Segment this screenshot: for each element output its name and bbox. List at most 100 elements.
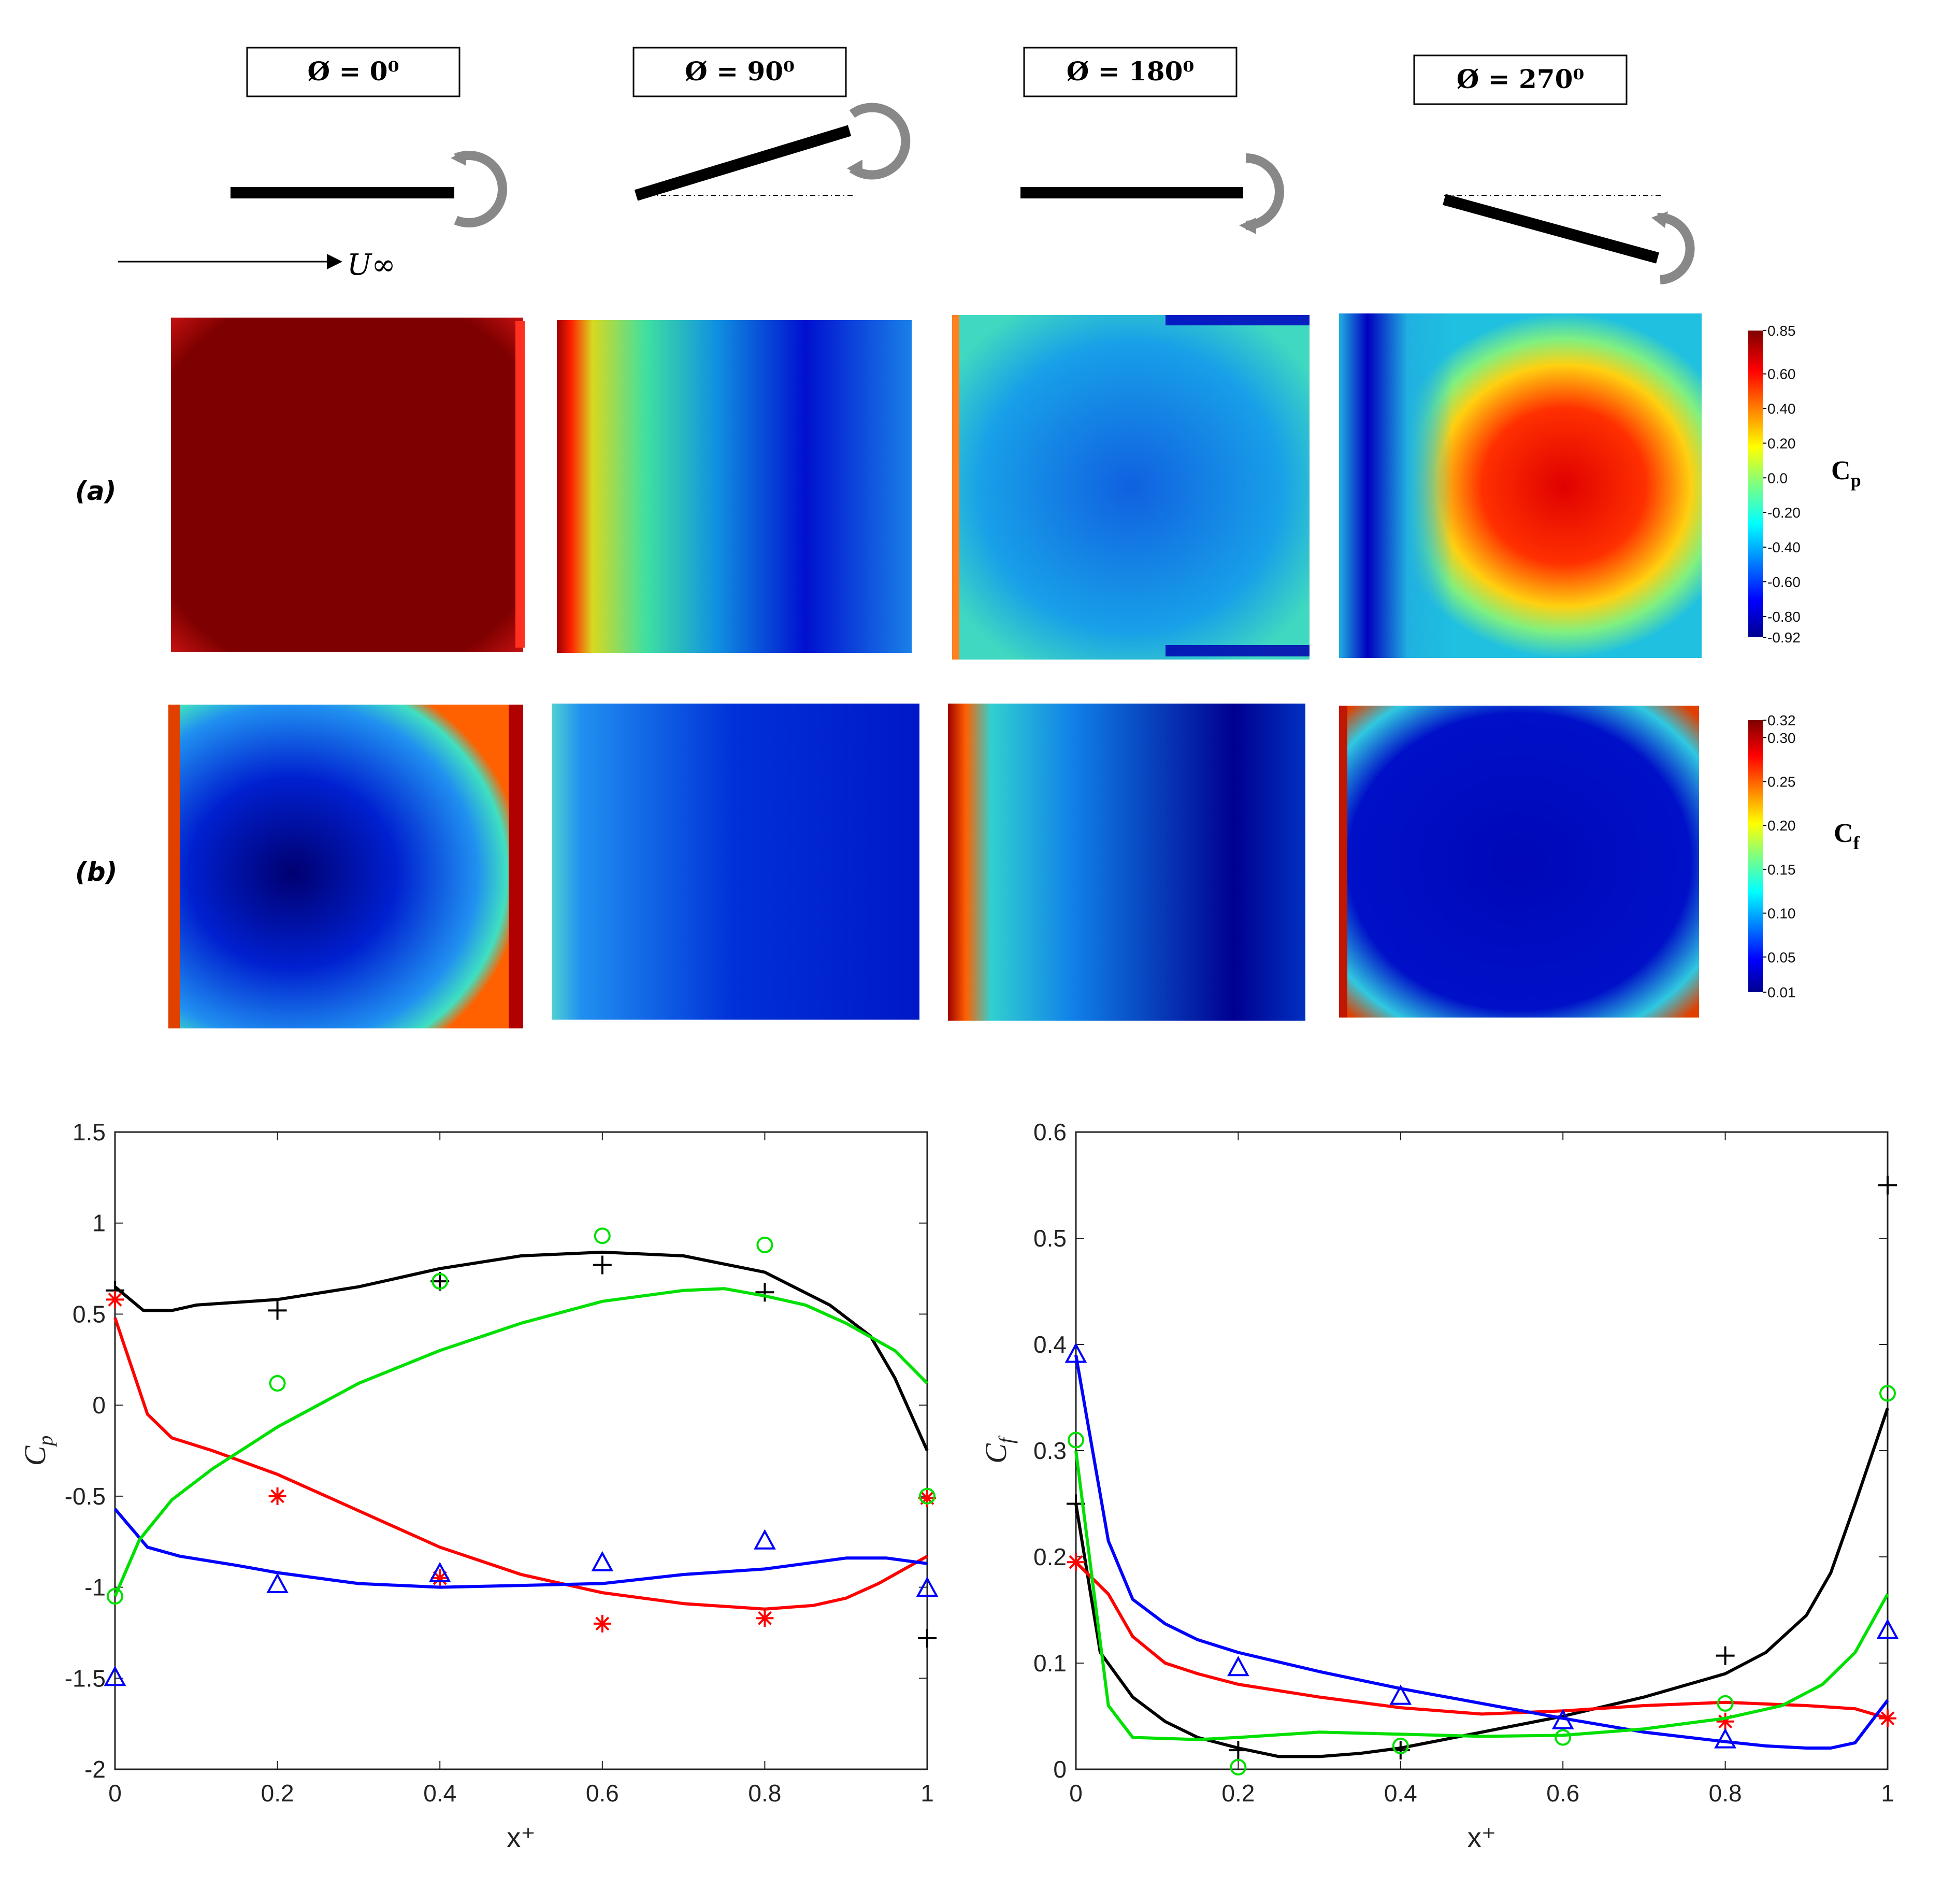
phase-title-0: Ø = 0⁰ <box>308 56 399 87</box>
x-tick-label: 0 <box>1069 1780 1083 1807</box>
colorbar-tick-label: -0.80 <box>1767 609 1801 625</box>
x-tick-label: 0.8 <box>1709 1780 1742 1807</box>
cp-chart: 0 0.2 0.4 0.6 0.8 1 1.5 1 0.5 0 -0.5 -1 -1.5 -2 x⁺ Cp <box>18 1119 939 1853</box>
marker-phi180 <box>1876 1619 1899 1639</box>
cf-contour-270 <box>1339 706 1699 1018</box>
cp-contour-0 <box>171 318 523 652</box>
marker-phi90 <box>106 1291 124 1309</box>
rotation-arrow-icon <box>454 151 507 227</box>
cf-contour-90 <box>552 704 919 1020</box>
rotation-arrow-icon <box>849 103 911 180</box>
marker-phi90 <box>756 1609 774 1627</box>
x-axis-label: x⁺ <box>507 1822 536 1853</box>
marker-phi180 <box>591 1551 614 1571</box>
y-tick-label: 1.5 <box>73 1119 106 1146</box>
marker-phi90 <box>593 1614 611 1633</box>
plate-90 <box>634 125 852 201</box>
marker-phi180 <box>1714 1728 1736 1749</box>
colorbar-tick-label: 0.15 <box>1767 862 1796 878</box>
marker-phi270 <box>107 1588 123 1605</box>
cf-chart: 0 0.2 0.4 0.6 0.8 1 0.6 0.5 0.4 0.3 0.2 0.1 0 x⁺ Cf <box>979 1119 1899 1853</box>
marker-phi180 <box>1389 1684 1412 1705</box>
freestream-label: U∞ <box>347 248 396 282</box>
marker-phi270 <box>1717 1695 1734 1712</box>
y-tick-label: -1.5 <box>65 1665 106 1692</box>
row-label-a: (a) <box>75 476 116 506</box>
colorbar-tick-label: 0.85 <box>1767 323 1796 339</box>
marker-phi270 <box>1555 1729 1572 1746</box>
cp-contour-90 <box>557 320 912 653</box>
rotation-arrow-icon <box>1657 212 1695 284</box>
y-tick-label: 0.4 <box>1033 1331 1067 1358</box>
colorbar-tick-label: 0.32 <box>1767 712 1796 728</box>
marker-phi90 <box>1879 1709 1896 1727</box>
x-tick-label: 1 <box>1881 1780 1894 1807</box>
colorbar-cf: 0.32 0.30 0.25 0.20 0.15 0.10 0.05 0.01 Cf <box>1748 712 1860 1000</box>
marker-phi180 <box>428 1562 451 1582</box>
series-line-phi270 <box>1074 1450 1889 1741</box>
y-tick-label: -0.5 <box>65 1483 106 1510</box>
rotation-arrow-icon <box>1245 153 1284 230</box>
marker-phi0 <box>593 1255 612 1275</box>
x-tick-label: 0.4 <box>1384 1780 1417 1807</box>
marker-phi180 <box>754 1529 776 1550</box>
colorbar-tick-label: 0.05 <box>1767 949 1796 965</box>
y-tick-label: 1 <box>92 1210 106 1237</box>
x-tick-label: 0 <box>108 1780 122 1807</box>
x-tick-label: 0.2 <box>1221 1780 1255 1807</box>
cp-contour-180 <box>952 315 1310 660</box>
marker-phi270 <box>269 1375 286 1392</box>
colorbar-tick-label: -0.60 <box>1767 574 1801 590</box>
marker-phi270 <box>756 1236 773 1253</box>
marker-phi90 <box>268 1487 286 1505</box>
series-line-phi90 <box>1074 1561 1888 1720</box>
marker-phi180 <box>1064 1342 1087 1363</box>
x-axis-label: x⁺ <box>1468 1822 1497 1853</box>
y-tick-label: -2 <box>84 1756 106 1783</box>
marker-phi90 <box>1067 1553 1085 1571</box>
cf-contour-0 <box>168 705 523 1028</box>
colorbar-tick-label: 0.20 <box>1767 435 1796 451</box>
x-tick-label: 0.2 <box>261 1780 294 1807</box>
marker-phi0 <box>1716 1646 1735 1665</box>
colorbar-tick-label: 0.10 <box>1767 906 1796 922</box>
colorbar-tick-label: -0.20 <box>1767 505 1801 521</box>
plate-sketches: U∞ <box>118 103 1695 284</box>
marker-phi270 <box>594 1227 611 1244</box>
cf-contour-180 <box>948 704 1305 1021</box>
phase-titles: Ø = 0⁰ Ø = 90⁰ Ø = 180⁰ Ø = 270⁰ <box>246 47 1628 105</box>
y-tick-label: 0.3 <box>1033 1437 1067 1464</box>
colorbar-cp-title: Cp <box>1831 456 1861 491</box>
marker-phi270 <box>1068 1431 1084 1449</box>
y-axis-label: Cf <box>979 1435 1018 1464</box>
marker-phi270 <box>1879 1385 1896 1402</box>
plate-270 <box>1443 194 1659 264</box>
x-tick-label: 0.6 <box>1546 1780 1579 1807</box>
y-tick-label: 0 <box>92 1392 106 1419</box>
colorbar-tick-label: -0.92 <box>1767 629 1801 646</box>
colorbar-tick-label: 0.25 <box>1767 774 1796 790</box>
x-tick-label: 0.4 <box>423 1780 456 1807</box>
phase-title-180: Ø = 180⁰ <box>1067 56 1195 87</box>
cp-contours <box>171 313 1702 660</box>
colorbar-cf-title: Cf <box>1834 819 1860 853</box>
y-tick-label: -1 <box>84 1574 106 1601</box>
cf-contours <box>168 704 1699 1028</box>
marker-phi180 <box>1227 1656 1249 1677</box>
colorbar-tick-label: 0.60 <box>1767 366 1796 382</box>
x-tick-label: 1 <box>920 1780 934 1807</box>
colorbar-tick-label: 0.30 <box>1767 730 1796 746</box>
marker-phi180 <box>1551 1709 1574 1729</box>
x-tick-label: 0.8 <box>748 1780 781 1807</box>
marker-phi270 <box>1230 1758 1247 1776</box>
y-tick-label: 0.6 <box>1033 1119 1067 1146</box>
marker-phi0 <box>268 1301 287 1320</box>
x-tick-label: 0.6 <box>586 1780 619 1807</box>
y-tick-label: 0 <box>1053 1756 1067 1783</box>
marker-phi0 <box>755 1283 774 1302</box>
marker-phi0 <box>1878 1176 1897 1195</box>
colorbar-tick-label: 0.40 <box>1767 401 1796 417</box>
marker-phi90 <box>1716 1712 1734 1730</box>
plot-frame <box>1075 1131 1889 1770</box>
